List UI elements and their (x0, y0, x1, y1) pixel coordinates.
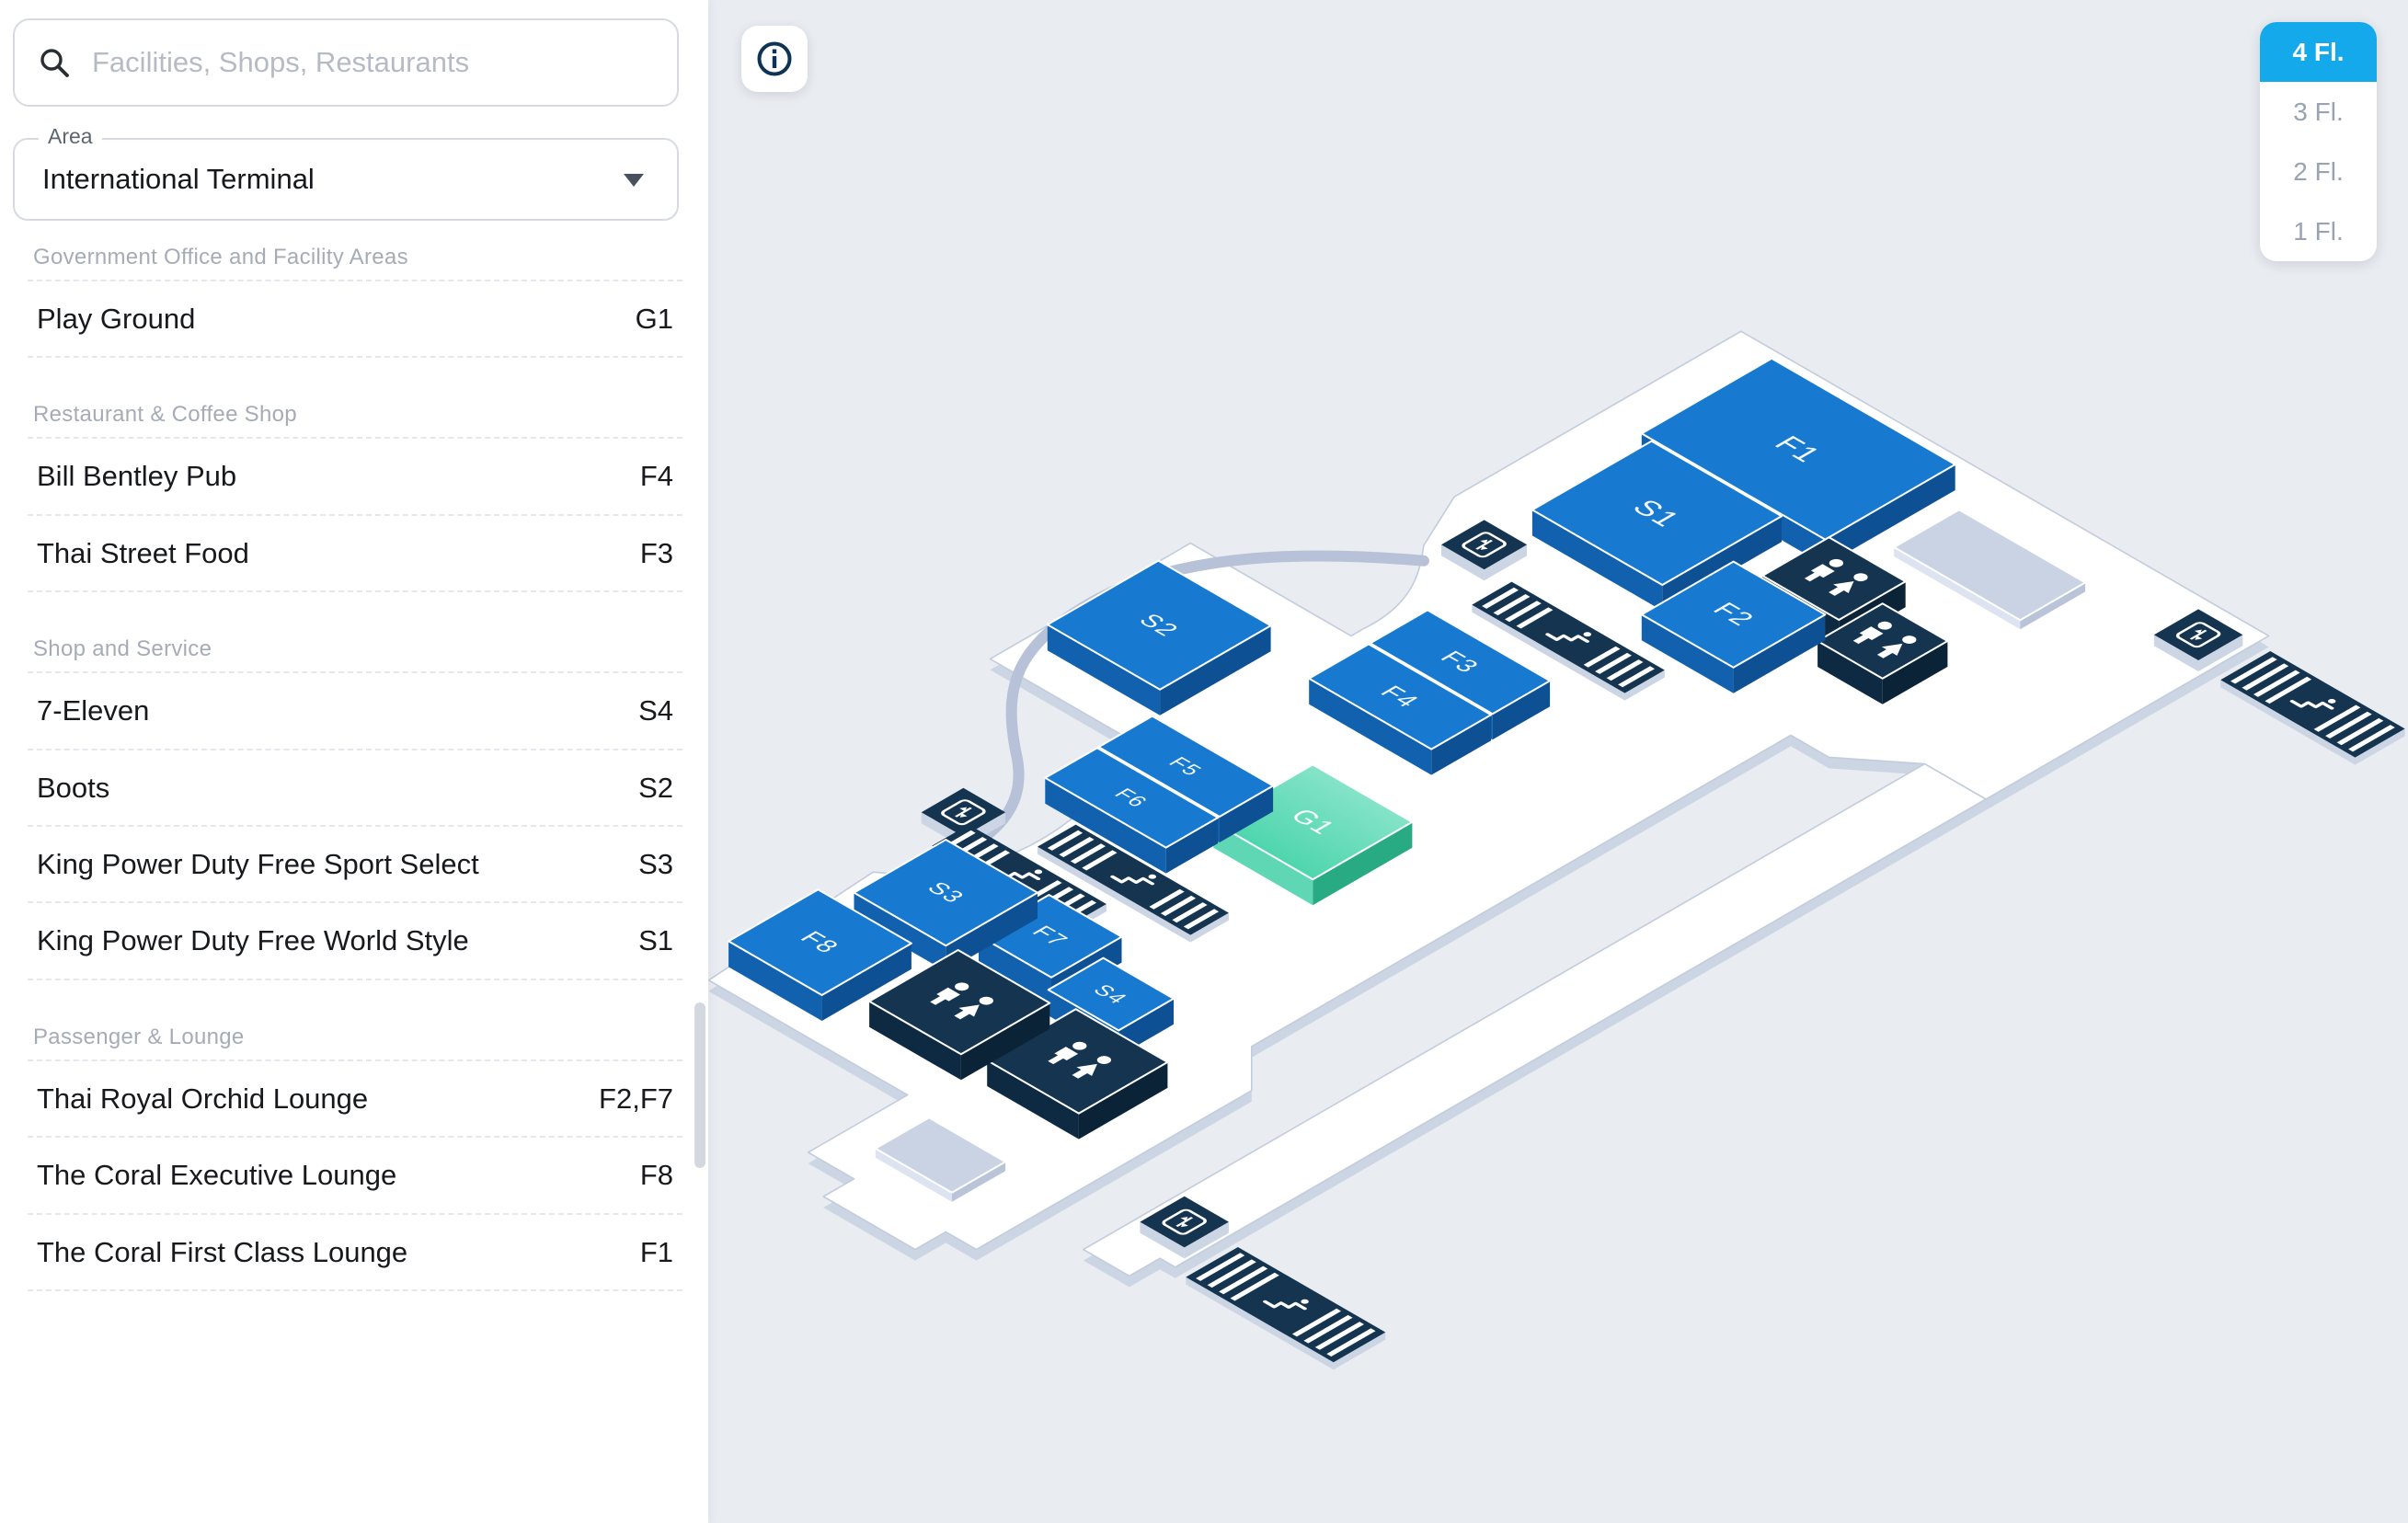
facility-section: Government Office and Facility Areas Play… (28, 245, 682, 359)
search-input[interactable] (90, 45, 653, 80)
item-name: Bill Bentley Pub (37, 460, 237, 493)
section-items: Thai Royal Orchid Lounge F2,F7 The Coral E… (28, 1059, 682, 1291)
section-title: Restaurant & Coffee Shop (33, 402, 297, 428)
elevator-icon (1162, 1208, 1207, 1235)
facility-section: Passenger & Lounge Thai Royal Orchid Loun… (28, 1025, 682, 1291)
map-block-F6[interactable]: F6 (1044, 747, 1220, 874)
list-item[interactable]: 7-Eleven S4 (28, 673, 682, 750)
elevator-icon (1462, 532, 1507, 558)
item-name: The Coral First Class Lounge (37, 1235, 408, 1268)
map-block-wc (868, 949, 1051, 1081)
item-name: King Power Duty Free Sport Select (37, 847, 479, 880)
item-code: F2,F7 (599, 1082, 673, 1115)
restroom-icon (930, 982, 993, 1020)
restroom-icon (1852, 621, 1917, 658)
map-block-gray (1893, 509, 2087, 630)
area-label: Area (39, 124, 102, 149)
list-item[interactable]: The Coral Executive Lounge F8 (28, 1138, 682, 1215)
section-title: Shop and Service (33, 636, 212, 662)
floor-button-3Fl[interactable]: 3 Fl. (2260, 82, 2377, 142)
list-item[interactable]: The Coral First Class Lounge F1 (28, 1215, 682, 1291)
chevron-down-icon (624, 174, 644, 187)
map-block-F4[interactable]: F4 (1308, 643, 1493, 775)
section-items: Bill Bentley Pub F4 Thai Street Food F3 (28, 437, 682, 593)
escalator-strip (2220, 651, 2405, 765)
section-items: 7-Eleven S4 Boots S2 King Power Duty Free Sp… (28, 671, 682, 980)
map-block-gray (874, 1116, 1007, 1202)
list-item[interactable]: King Power Duty Free World Style S1 (28, 903, 682, 980)
map-block-F8[interactable]: F8 (728, 888, 912, 1021)
facility-section: Shop and Service 7-Eleven S4 Boots S2 King Po… (28, 636, 682, 980)
item-code: S4 (638, 694, 673, 727)
search-box[interactable] (13, 18, 679, 107)
list-item[interactable]: Thai Royal Orchid Lounge F2,F7 (28, 1061, 682, 1139)
list-item[interactable]: Boots S2 (28, 750, 682, 827)
item-name: 7-Eleven (37, 694, 150, 727)
map-block-S3[interactable]: S3 (853, 839, 1038, 972)
floor-button-2Fl[interactable]: 2 Fl. (2260, 142, 2377, 201)
item-code: F3 (639, 536, 673, 569)
floor-selector: 4 Fl. 3 Fl. 2 Fl. 1 Fl. (2260, 22, 2377, 261)
item-code: S1 (638, 924, 673, 957)
floor-button-4Fl[interactable]: 4 Fl. (2260, 22, 2377, 82)
section-title: Government Office and Facility Areas (33, 245, 408, 269)
list-item[interactable]: Bill Bentley Pub F4 (28, 439, 682, 516)
item-code: S3 (638, 847, 673, 880)
elevator-pad (1441, 520, 1528, 581)
escalator-strip (1186, 1247, 1386, 1370)
restroom-icon (1048, 1041, 1112, 1079)
escalator-icon (2289, 698, 2336, 710)
elevator-pad (2153, 609, 2243, 671)
floor-button-1Fl[interactable]: 1 Fl. (2260, 201, 2377, 261)
list-item[interactable]: King Power Duty Free Sport Select S3 (28, 827, 682, 904)
elevator-pad (1140, 1196, 1229, 1259)
sidebar-scrollbar[interactable] (694, 1002, 705, 1168)
item-name: Thai Street Food (37, 536, 249, 569)
item-name: King Power Duty Free World Style (37, 924, 469, 957)
sidebar: Area International Terminal Government O… (0, 0, 708, 1523)
map-block-wc (1817, 602, 1949, 704)
item-code: S2 (638, 771, 673, 804)
map-block-S2[interactable]: S2 (1046, 559, 1272, 716)
restroom-icon (1804, 558, 1868, 596)
info-button[interactable] (741, 26, 808, 92)
item-code: G1 (635, 303, 673, 335)
item-code: F8 (639, 1159, 673, 1192)
item-name: Boots (37, 771, 110, 804)
facility-list: Government Office and Facility Areas Play… (28, 245, 682, 1291)
escalator-icon (1110, 874, 1157, 886)
escalator-icon (1545, 632, 1592, 643)
escalator-strip (1038, 824, 1229, 943)
area-select[interactable]: Area International Terminal (13, 124, 679, 221)
list-item[interactable]: Thai Street Food F3 (28, 516, 682, 593)
item-name: The Coral Executive Lounge (37, 1159, 397, 1192)
section-items: Play Ground G1 (28, 280, 682, 359)
floor-slab-main-floor (708, 330, 2270, 1251)
floor-slab-walkway (1083, 762, 1987, 1277)
map-canvas[interactable]: F1 S1 F2 F3 F4 S2 G1 F5 F6 F7 S3 S4 F8 4 Fl. 3 Fl. 2 F… (708, 0, 2408, 1523)
info-icon (757, 41, 792, 76)
map-block-F2[interactable]: F2 (1640, 560, 1827, 693)
escalator-strip (1472, 581, 1665, 701)
item-code: F4 (639, 460, 673, 493)
search-icon (40, 49, 69, 77)
elevator-icon (941, 799, 986, 826)
item-code: F1 (639, 1235, 673, 1268)
item-name: Thai Royal Orchid Lounge (37, 1082, 369, 1115)
section-title: Passenger & Lounge (33, 1024, 245, 1049)
elevator-icon (2175, 622, 2221, 648)
item-name: Play Ground (37, 303, 196, 335)
curved-road (933, 550, 1429, 869)
list-item[interactable]: Play Ground G1 (28, 281, 682, 359)
escalator-icon (1263, 1299, 1309, 1311)
area-value: International Terminal (42, 163, 315, 195)
facility-section: Restaurant & Coffee Shop Bill Bentley Pub… (28, 402, 682, 593)
